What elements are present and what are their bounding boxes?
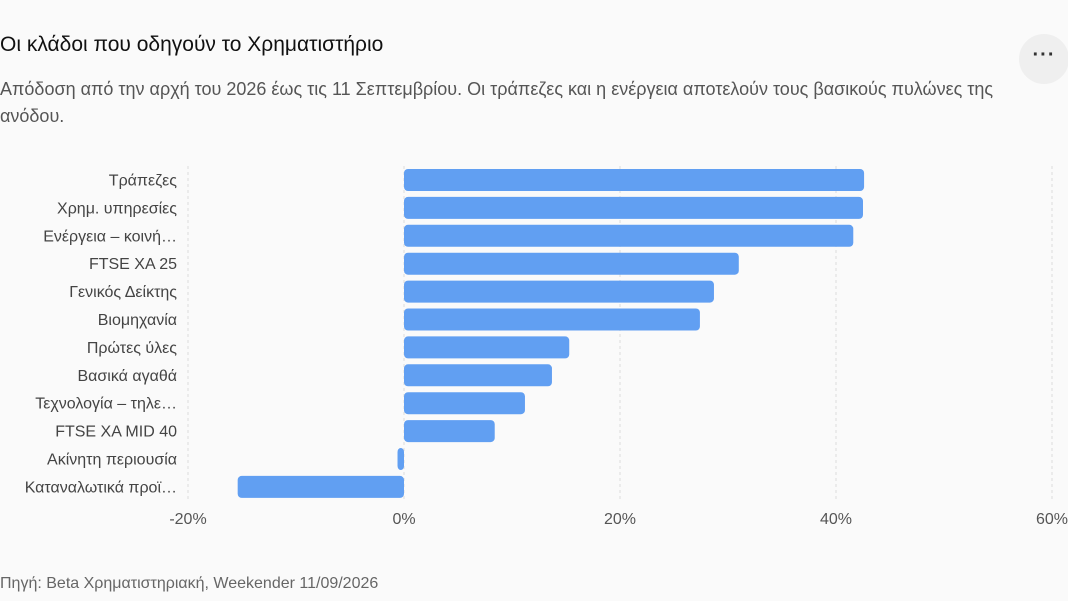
bars	[237, 169, 865, 498]
x-tick-label: 0%	[392, 511, 415, 528]
category-label: Γενικός Δείκτης	[69, 284, 177, 301]
category-label: Βιομηχανία	[98, 312, 177, 329]
category-label: Τράπεζες	[109, 173, 177, 190]
bar[interactable]	[397, 448, 404, 470]
category-label: Βασικά αγαθά	[78, 368, 178, 385]
bar[interactable]	[404, 224, 854, 247]
x-tick-label: 20%	[604, 511, 636, 528]
category-label: Χρημ. υπηρεσίες	[57, 200, 177, 217]
category-label: Ενέργεια – κοινή…	[43, 228, 177, 245]
bar[interactable]	[404, 392, 525, 415]
bar-chart: Τράπεζες Χρημ. υπηρεσίες Ενέργεια – κοινή……	[25, 166, 1068, 528]
more-options-button[interactable]: ···	[1019, 34, 1068, 84]
category-labels: Τράπεζες Χρημ. υπηρεσίες Ενέργεια – κοινή……	[25, 173, 178, 497]
bar[interactable]	[404, 252, 739, 275]
x-tick-label: -20%	[169, 511, 206, 528]
x-tick-label: 60%	[1036, 511, 1068, 528]
category-label: Καταναλωτικά προϊ…	[25, 479, 177, 496]
source-note: Πηγή: Beta Χρηματιστηριακή, Weekender 11…	[0, 575, 379, 592]
chart-title: Οι κλάδοι που οδηγούν το Χρηματιστήριο	[0, 33, 384, 56]
category-label: Τεχνολογία – τηλε…	[35, 396, 177, 413]
bar[interactable]	[404, 420, 495, 443]
bar[interactable]	[404, 169, 865, 191]
x-tick-label: 40%	[820, 511, 852, 528]
bar[interactable]	[404, 364, 552, 387]
bar[interactable]	[237, 475, 404, 498]
category-label: Ακίνητη περιουσία	[47, 452, 177, 469]
bar[interactable]	[404, 336, 570, 359]
x-axis-ticks: -20% 0% 20% 40% 60%	[169, 511, 1068, 528]
category-label: FTSE XA 25	[89, 256, 177, 273]
chart-subtitle: Απόδοση από την αρχή του 2026 έως τις 11…	[0, 79, 994, 126]
more-horizontal-icon: ···	[1032, 43, 1056, 66]
bar[interactable]	[404, 196, 863, 219]
category-label: Πρώτες ύλες	[87, 340, 177, 357]
gridlines	[187, 166, 1053, 500]
category-label: FTSE XA MID 40	[55, 424, 177, 441]
bar[interactable]	[404, 308, 700, 331]
bar[interactable]	[404, 280, 714, 303]
